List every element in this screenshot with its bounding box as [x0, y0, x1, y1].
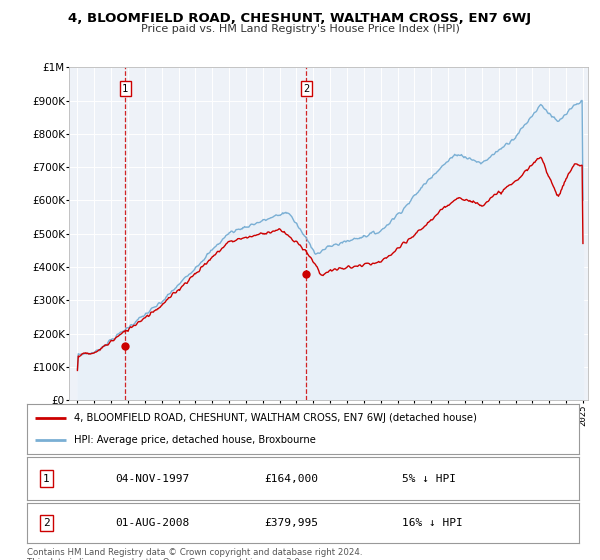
- Text: 16% ↓ HPI: 16% ↓ HPI: [403, 518, 463, 528]
- Text: 5% ↓ HPI: 5% ↓ HPI: [403, 474, 457, 483]
- Text: 1: 1: [43, 474, 50, 483]
- Text: 01-AUG-2008: 01-AUG-2008: [115, 518, 190, 528]
- Text: 4, BLOOMFIELD ROAD, CHESHUNT, WALTHAM CROSS, EN7 6WJ: 4, BLOOMFIELD ROAD, CHESHUNT, WALTHAM CR…: [68, 12, 532, 25]
- Text: 2: 2: [43, 518, 50, 528]
- Text: 04-NOV-1997: 04-NOV-1997: [115, 474, 190, 483]
- Text: £164,000: £164,000: [265, 474, 319, 483]
- Text: £379,995: £379,995: [265, 518, 319, 528]
- Text: HPI: Average price, detached house, Broxbourne: HPI: Average price, detached house, Brox…: [74, 435, 316, 445]
- Text: Price paid vs. HM Land Registry's House Price Index (HPI): Price paid vs. HM Land Registry's House …: [140, 24, 460, 34]
- Text: 2: 2: [303, 84, 310, 94]
- Text: Contains HM Land Registry data © Crown copyright and database right 2024.
This d: Contains HM Land Registry data © Crown c…: [27, 548, 362, 560]
- Text: 1: 1: [122, 84, 128, 94]
- Text: 4, BLOOMFIELD ROAD, CHESHUNT, WALTHAM CROSS, EN7 6WJ (detached house): 4, BLOOMFIELD ROAD, CHESHUNT, WALTHAM CR…: [74, 413, 477, 423]
